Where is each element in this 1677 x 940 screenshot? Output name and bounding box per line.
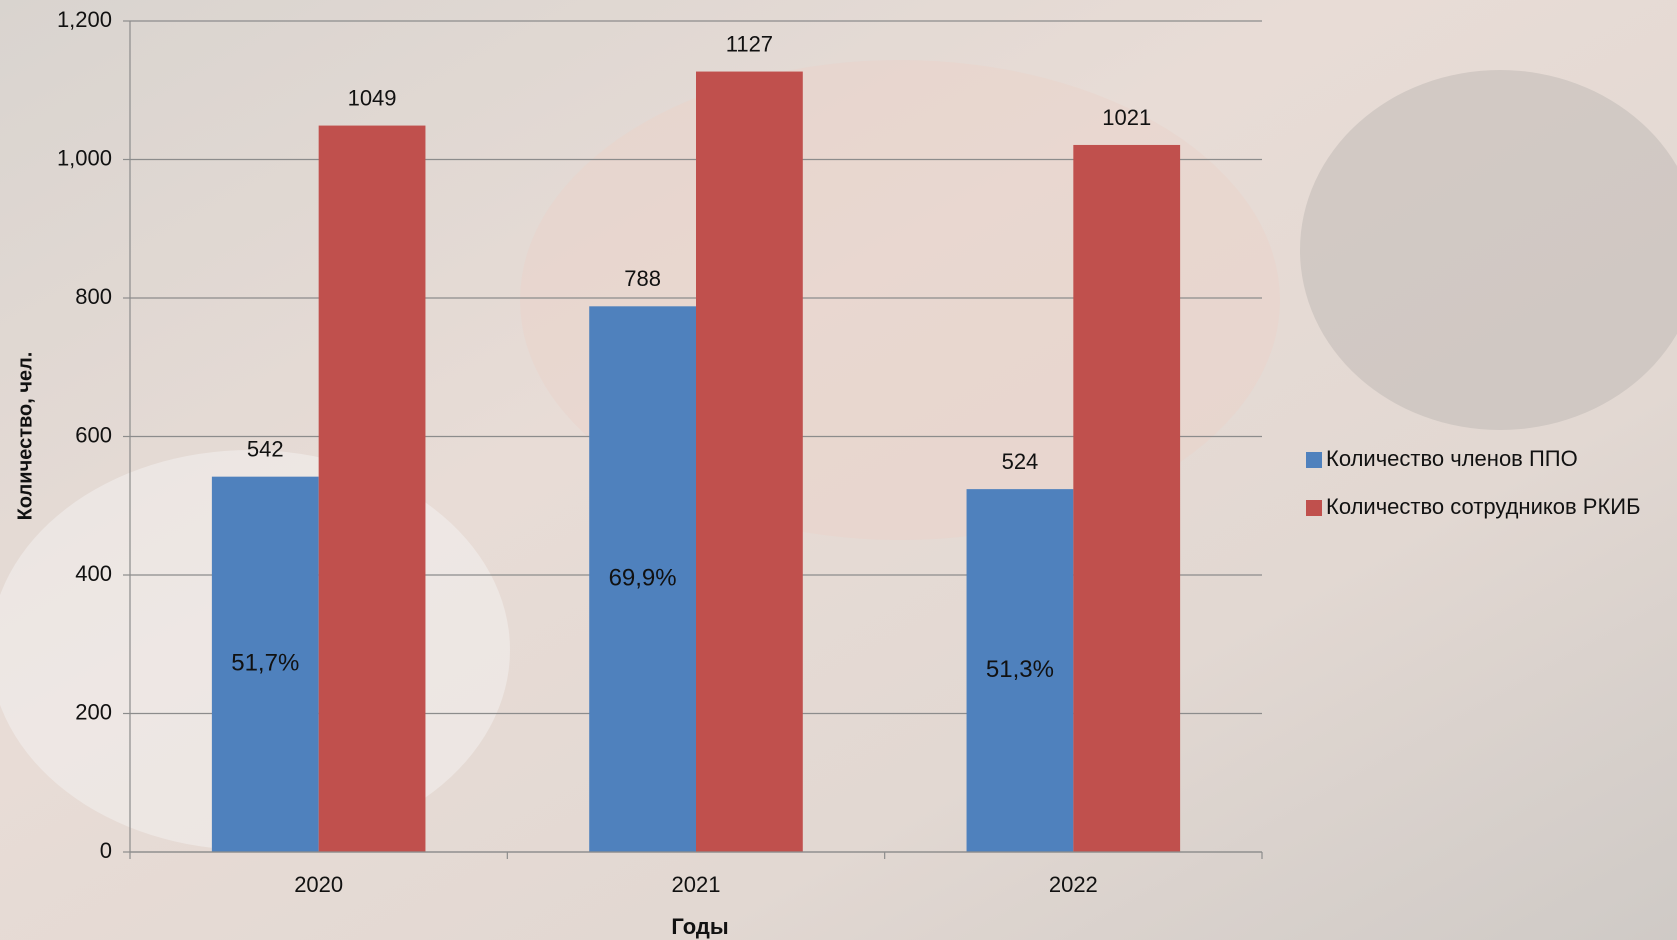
bar xyxy=(966,489,1074,852)
legend-swatch xyxy=(1306,452,1322,468)
bar xyxy=(211,476,319,852)
y-axis-title: Количество, чел. xyxy=(14,352,36,521)
legend-label: Количество членов ППО xyxy=(1326,446,1578,471)
y-tick-label: 1,000 xyxy=(57,145,112,170)
y-tick-label: 1,200 xyxy=(57,7,112,32)
y-tick-label: 800 xyxy=(75,284,112,309)
value-label: 788 xyxy=(624,266,661,291)
value-label: 1021 xyxy=(1102,105,1151,130)
annotation: 51,7% xyxy=(231,650,299,677)
legend-label: Количество сотрудников РКИБ xyxy=(1326,494,1641,519)
legend-swatch xyxy=(1306,500,1322,516)
bar xyxy=(589,306,696,852)
x-tick-label: 2021 xyxy=(672,872,721,897)
y-tick-label: 600 xyxy=(75,422,112,447)
value-label: 1049 xyxy=(348,85,397,110)
bar xyxy=(696,71,803,853)
x-axis-title: Годы xyxy=(671,914,728,939)
value-label: 542 xyxy=(247,436,284,461)
y-tick-label: 400 xyxy=(75,561,112,586)
bar xyxy=(1073,144,1181,852)
x-tick-label: 2022 xyxy=(1049,872,1098,897)
annotation: 69,9% xyxy=(609,564,677,591)
bar xyxy=(318,125,426,852)
annotation: 51,3% xyxy=(986,656,1054,683)
background-shape xyxy=(1300,70,1677,430)
x-tick-label: 2020 xyxy=(294,872,343,897)
y-tick-label: 200 xyxy=(75,699,112,724)
y-tick-label: 0 xyxy=(100,838,112,863)
value-label: 1127 xyxy=(726,31,773,56)
value-label: 524 xyxy=(1002,449,1039,474)
